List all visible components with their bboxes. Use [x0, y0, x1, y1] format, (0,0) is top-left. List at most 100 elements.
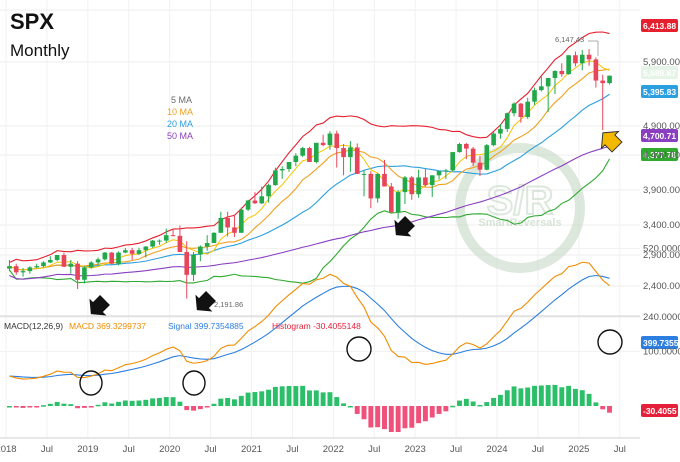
- candle-body: [245, 200, 251, 210]
- candle-body: [416, 177, 421, 195]
- macd-hist-bar: [13, 406, 19, 408]
- macd-hist-bar: [88, 406, 94, 408]
- macd-hist-bar: [259, 391, 265, 406]
- macd-hist-bar: [54, 401, 60, 406]
- macd-hist-bar: [163, 397, 169, 406]
- candle-body: [436, 171, 442, 176]
- lower-band-line: [8, 158, 611, 284]
- macd-hist-bar: [463, 398, 469, 406]
- macd-hist-bar: [320, 392, 326, 406]
- candle-body: [593, 59, 599, 81]
- macd-hist-bar: [436, 406, 442, 414]
- price-axis: 5,900.00 4,900.00 4,400.00 3,900.00 3,400.00…: [643, 57, 680, 292]
- candle-body: [545, 78, 551, 87]
- watermark-logo: S/R: [487, 179, 554, 223]
- candle-body: [388, 186, 394, 213]
- ma-legend-50: 50 MA: [167, 131, 193, 141]
- macd-tick-label: 240.0000: [643, 312, 680, 323]
- high-annotation: 6,147.43: [555, 35, 584, 44]
- candle-body: [361, 173, 367, 175]
- time-tick-label: 2023: [405, 444, 426, 455]
- macd-hist-bar: [81, 406, 87, 408]
- ma5-line: [9, 60, 610, 271]
- macd-hist-bar: [525, 387, 531, 406]
- candle-body: [109, 252, 115, 264]
- candle-body: [477, 162, 483, 170]
- macd-hist-bar: [532, 385, 537, 406]
- arrow-bottom-2020: [195, 291, 216, 312]
- macd-hist-bar: [491, 397, 497, 406]
- macd-hist-bar: [61, 403, 67, 406]
- macd-legend: MACD(12,26,9) MACD 369.3299737 Signal 39…: [4, 321, 361, 331]
- price-badge-text: 5,395.83: [643, 87, 676, 97]
- macd-legend-name: MACD(12,26,9): [4, 321, 63, 331]
- macd-hist-bar: [150, 398, 156, 406]
- price-badge: [641, 19, 678, 32]
- candle-body: [184, 252, 190, 275]
- macd-hist-bar: [334, 397, 340, 406]
- macd-hist-bar: [504, 390, 510, 406]
- macd-hist-bar: [511, 386, 517, 406]
- macd-hist-bar: [422, 406, 428, 422]
- symbol-title: SPX: [10, 9, 54, 34]
- macd-hist-bar: [75, 406, 81, 409]
- macd-hist-bar: [375, 406, 381, 428]
- candle-body: [88, 262, 94, 268]
- time-tick-label: 2020: [159, 444, 180, 455]
- candle-body: [143, 246, 149, 251]
- price-badge: [641, 85, 678, 98]
- macd-cross-circle-2025: [597, 329, 623, 355]
- candle-body: [348, 147, 353, 158]
- price-badge: [641, 66, 678, 79]
- arrow-bottom-2022: [394, 216, 415, 237]
- candle-body: [375, 173, 380, 199]
- time-tick-label: 2019: [77, 444, 98, 455]
- candle-body: [600, 80, 606, 84]
- macd-hist-bar: [272, 386, 278, 406]
- candle-body: [252, 200, 258, 204]
- macd-tick-label: 520.0000: [643, 244, 680, 255]
- price-tick-label: 2,900.00: [643, 250, 680, 261]
- macd-badge-text: -30.4055: [643, 406, 677, 416]
- candle-body: [320, 142, 326, 146]
- candle-body: [307, 148, 312, 162]
- macd-histogram: [6, 384, 612, 432]
- price-tick-label: 5,900.00: [643, 57, 680, 68]
- macd-hist-bar: [47, 403, 53, 406]
- macd-hist-bar: [388, 406, 394, 432]
- candle-body: [68, 263, 74, 267]
- candle-body: [61, 255, 67, 267]
- price-badge-text: 4,377.78: [643, 150, 676, 160]
- ma20-line: [9, 93, 610, 271]
- macd-hist-bar: [156, 398, 162, 406]
- macd-hist-bar: [307, 390, 312, 406]
- candle-body: [423, 177, 428, 186]
- macd-hist-bar: [607, 406, 612, 413]
- candle-body: [368, 173, 374, 199]
- candle-body: [579, 54, 585, 64]
- ma-legend-20: 20 MA: [167, 119, 193, 129]
- candle-body: [518, 103, 524, 118]
- candle-body: [211, 232, 217, 243]
- candle-body: [429, 175, 435, 186]
- candle-body: [607, 75, 612, 84]
- candles: [7, 49, 612, 299]
- macd-legend-macd: MACD 369.3299737: [69, 321, 146, 331]
- price-badge-text: 5,686.67: [643, 68, 676, 78]
- price-badge-text: 6,413.88: [643, 21, 676, 31]
- macd-hist-bar: [27, 406, 33, 408]
- macd-hist-bar: [238, 395, 244, 406]
- time-tick-label: Jul: [450, 444, 462, 455]
- candle-body: [334, 133, 340, 149]
- candle-body: [266, 185, 271, 197]
- macd-axis: 520.0000 240.0000 100.0000: [643, 244, 680, 358]
- candle-body: [204, 243, 210, 247]
- macd-hist-bar: [34, 406, 40, 408]
- candle-body: [409, 177, 415, 195]
- macd-hist-bar: [382, 406, 387, 430]
- macd-hist-bar: [354, 406, 360, 414]
- candle-body: [484, 145, 490, 170]
- arrow-current: [600, 130, 623, 153]
- ma10-line: [9, 68, 610, 271]
- macd-hist-bar: [232, 399, 237, 406]
